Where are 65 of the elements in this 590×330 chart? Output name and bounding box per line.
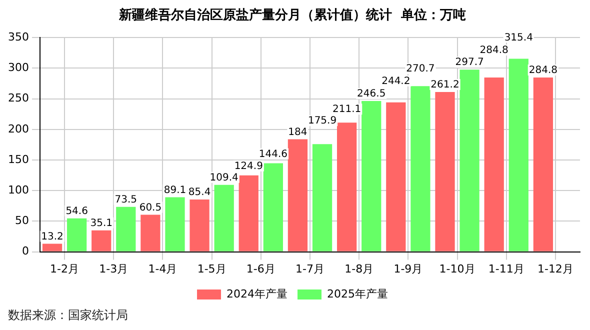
data-label: 297.7 bbox=[455, 57, 484, 68]
data-label: 284.8 bbox=[528, 65, 558, 76]
data-label: 54.6 bbox=[66, 206, 88, 217]
x-tick-label: 1-7月 bbox=[296, 262, 324, 276]
y-tick-label: 300 bbox=[8, 61, 29, 74]
x-tick-label: 1-6月 bbox=[246, 262, 276, 276]
data-label: 13.2 bbox=[41, 231, 64, 242]
bar bbox=[460, 70, 480, 252]
data-label: 211.1 bbox=[332, 104, 362, 116]
data-label: 144.6 bbox=[258, 148, 288, 160]
x-tick-label: 1-2月 bbox=[50, 262, 80, 276]
bar bbox=[116, 206, 136, 252]
x-tick-label: 1-5月 bbox=[197, 262, 226, 276]
bar bbox=[214, 184, 234, 252]
bar bbox=[337, 122, 357, 252]
bar bbox=[190, 200, 210, 252]
data-label: 109.4 bbox=[210, 172, 238, 184]
legend-label: 2025年产量 bbox=[327, 287, 388, 300]
data-label: 124.9 bbox=[234, 160, 263, 172]
data-label: 85.4 bbox=[188, 187, 211, 198]
x-tick-label: 1-3月 bbox=[99, 262, 128, 276]
data-label: 244.2 bbox=[382, 76, 410, 87]
x-tick-label: 1-9月 bbox=[394, 262, 423, 276]
bar bbox=[66, 218, 87, 252]
y-tick-label: 350 bbox=[8, 30, 29, 44]
bar bbox=[42, 244, 62, 252]
x-tick-label: 1-10月 bbox=[439, 262, 476, 276]
x-tick-label: 1-11月 bbox=[488, 262, 524, 276]
data-label: 315.4 bbox=[504, 32, 533, 44]
y-tick-label: 250 bbox=[8, 92, 29, 105]
bar bbox=[435, 92, 455, 252]
y-tick-label: 200 bbox=[8, 122, 29, 136]
chart-title: 新疆维吾尔自治区原盐产量分月（累计值）统计 单位：万吨 bbox=[118, 7, 466, 24]
data-label: 261.2 bbox=[430, 80, 460, 91]
x-tick-label: 1-4月 bbox=[148, 262, 178, 276]
bar bbox=[508, 58, 528, 252]
data-label: 73.5 bbox=[114, 194, 138, 206]
data-label: 270.7 bbox=[406, 64, 435, 75]
data-label: 184 bbox=[288, 126, 308, 138]
bar bbox=[386, 102, 406, 252]
y-tick-label: 100 bbox=[8, 183, 29, 196]
bar bbox=[140, 214, 160, 252]
data-label: 35.1 bbox=[90, 218, 112, 229]
data-label: 246.5 bbox=[357, 88, 386, 100]
bar bbox=[410, 86, 430, 252]
bar bbox=[362, 100, 382, 252]
source-note: 数据来源：国家统计局 bbox=[8, 307, 128, 324]
y-tick-label: 150 bbox=[8, 152, 29, 166]
bar bbox=[533, 78, 553, 252]
x-tick-label: 1-12月 bbox=[537, 262, 574, 276]
data-label: 175.9 bbox=[308, 116, 337, 127]
x-tick-label: 1-8月 bbox=[344, 262, 374, 276]
y-tick-label: 50 bbox=[14, 214, 29, 228]
legend-label: 2024年产量 bbox=[226, 287, 288, 300]
bar bbox=[484, 78, 504, 252]
bar bbox=[312, 144, 332, 252]
bar bbox=[288, 139, 308, 252]
data-label: 284.8 bbox=[480, 45, 508, 56]
data-label: 60.5 bbox=[139, 202, 162, 214]
bar bbox=[92, 230, 112, 252]
bar bbox=[238, 175, 258, 252]
bar bbox=[263, 163, 283, 252]
bar bbox=[165, 197, 185, 252]
y-tick-label: 0 bbox=[22, 244, 29, 258]
data-label: 89.1 bbox=[164, 184, 186, 196]
